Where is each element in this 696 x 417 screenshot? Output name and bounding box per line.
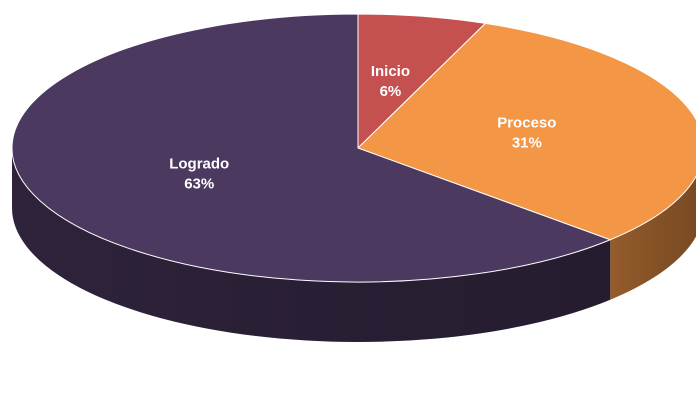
slice	[11, 13, 612, 283]
slice-side-shade	[610, 176, 696, 300]
slice-value-label: 63%	[184, 176, 214, 193]
slice-label: Proceso	[497, 114, 556, 131]
slice-side-shade	[12, 148, 611, 342]
slice-value-label: 6%	[380, 83, 402, 100]
slice	[357, 13, 487, 150]
slice-label: Inicio	[371, 63, 410, 80]
slice-value-label: 31%	[512, 134, 542, 151]
slice-label: Logrado	[169, 156, 229, 173]
